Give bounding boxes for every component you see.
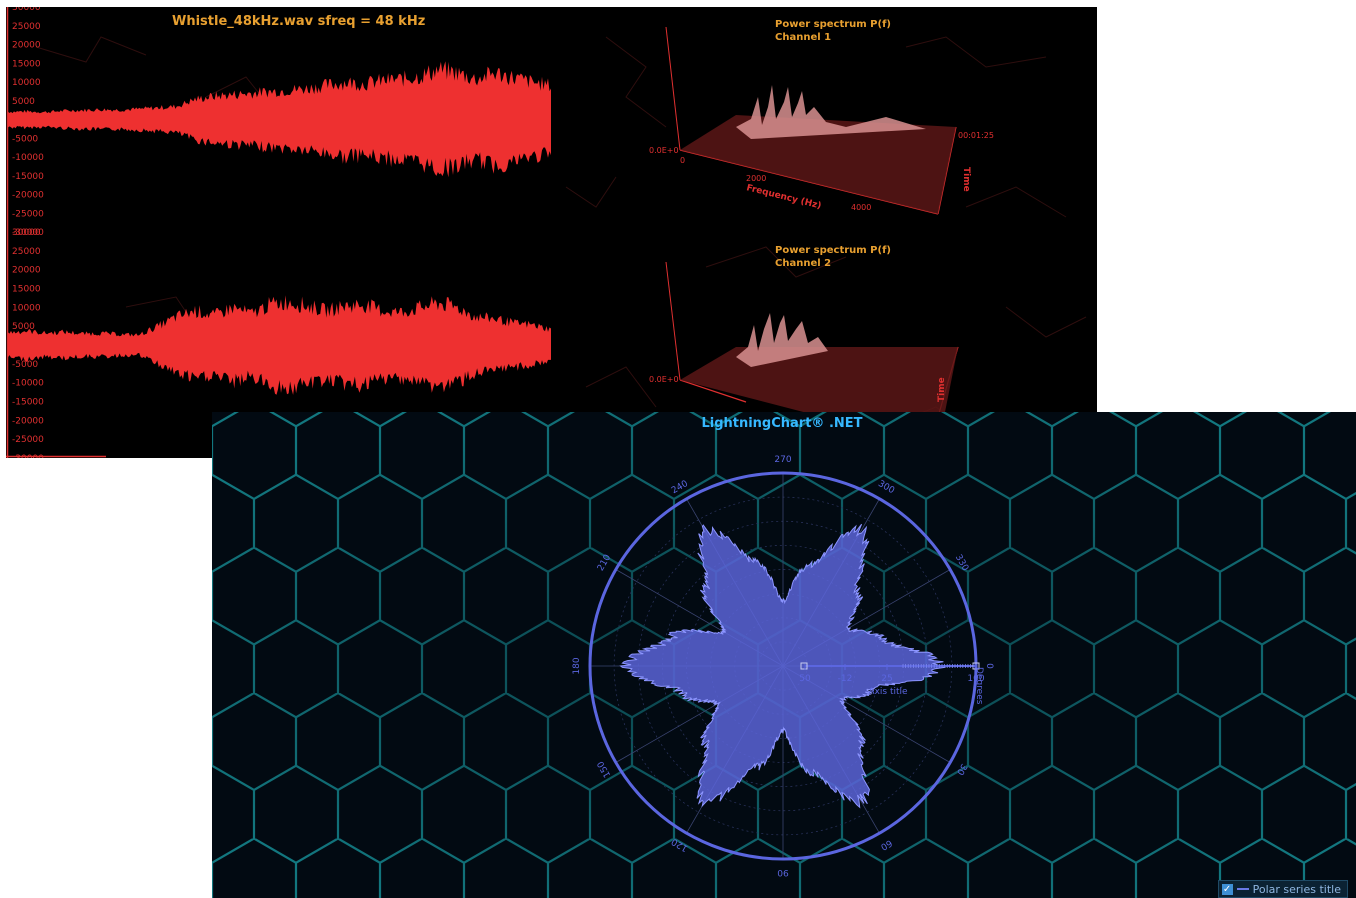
polar-amplitude-tick: 25 (881, 674, 892, 684)
waveform-y-tick: -10000 (12, 153, 44, 163)
polar-angle-label: 0 (984, 663, 994, 669)
spectrum1-x-tick-0: 0 (680, 156, 685, 165)
spectrum1-x-tick-2000: 2000 (746, 174, 766, 183)
waveform-y-tick: 5000 (12, 97, 35, 107)
polar-series-area (619, 523, 947, 809)
spectrum1-floor (680, 115, 956, 214)
channel1-y-ticks: 300002500020000150001000050000-5000-1000… (12, 7, 44, 238)
waveform-y-tick: 30000 (12, 7, 41, 13)
spectrum1-title-line1: Power spectrum P(f) (775, 19, 891, 30)
spectrum1-z-label: Time (961, 167, 971, 192)
polar-chart-title: LightningChart® .NET (701, 416, 862, 431)
spectrum1-y-axis (665, 26, 681, 151)
waveform-y-tick: -15000 (12, 172, 44, 182)
channel2-waveform (8, 295, 551, 395)
spectrum2-y-axis (665, 261, 681, 381)
legend-label: Polar series title (1252, 882, 1341, 896)
waveform-y-tick: 15000 (12, 285, 41, 295)
polar-amplitude-tick: 50 (799, 674, 811, 684)
waveform-title: Whistle_48kHz.wav sfreq = 48 kHz (172, 14, 425, 29)
waveform-y-tick: -20000 (12, 191, 44, 201)
audio-chart-panel: 30000 25000 20000 15000 10000 5000 0 -5000 -1000… (6, 7, 1097, 458)
polar-chart-panel: 0 30 60 90 120 150 180 210 240 270 300 330 50 -12 25 1… (212, 412, 1356, 898)
waveform-y-tick: -15000 (12, 398, 44, 408)
waveform-y-tick: 10000 (12, 303, 41, 313)
spectrum2-z-label: Time (937, 377, 947, 402)
audio-chart-canvas: 30000 25000 20000 15000 10000 5000 0 -5000 -1000… (6, 7, 1097, 458)
polar-angle-label: 180 (572, 657, 582, 674)
polar-axis-handle-start[interactable] (800, 662, 808, 670)
waveform-y-tick: 30000 (12, 228, 41, 238)
spectrum1-y-tick: 0.0E+0 (649, 146, 679, 155)
spectrum2-x-axis (679, 379, 747, 403)
polar-amplitude-tick: -12 (838, 674, 853, 684)
spectrum1-title-line2: Channel 1 (775, 32, 831, 43)
waveform-y-tick: 5000 (12, 322, 35, 332)
waveform-y-tick: 15000 (12, 59, 41, 69)
polar-angle-label: 90 (777, 867, 789, 877)
waveform-y-tick: 20000 (12, 41, 41, 51)
waveform-y-tick: 25000 (12, 22, 41, 32)
spectrum1-x-tick-4000: 4000 (851, 203, 871, 212)
waveform-y-tick: -5000 (12, 360, 38, 370)
legend-checkbox-icon[interactable]: ✓ (1221, 883, 1233, 895)
waveform-y-tick: -20000 (12, 416, 44, 426)
polar-amplitude-axis: 50 -12 25 100 (799, 662, 985, 684)
spectrum2-title-line2: Channel 2 (775, 258, 831, 269)
waveform-y-tick: -10000 (12, 379, 44, 389)
waveform-y-tick: 10000 (12, 78, 41, 88)
waveform-y-tick: -30000 (12, 228, 44, 238)
spectrum2-peaks (736, 313, 828, 367)
waveform-y-tick: 20000 (12, 266, 41, 276)
polar-angle-label: 270 (774, 455, 791, 465)
legend-line-icon (1236, 888, 1249, 890)
waveform-y-tick: -25000 (12, 435, 44, 445)
waveform-y-tick: 25000 (12, 247, 41, 257)
polar-legend[interactable]: ✓ Polar series title (1217, 880, 1348, 898)
waveform-y-tick: -25000 (12, 209, 44, 219)
polar-amplitude-tick: 100 (967, 674, 984, 684)
spectrum1-z-tick: 00:01:25 (958, 131, 994, 140)
waveform-y-tick: -5000 (12, 134, 38, 144)
polar-amplitude-axis-title: Axis title (868, 687, 908, 697)
spectrum2-title-line1: Power spectrum P(f) (775, 245, 891, 256)
spectrum1-peaks (736, 85, 926, 139)
spectrum2-y-tick: 0.0E+0 (649, 375, 679, 384)
channel1-waveform (8, 61, 551, 178)
polar-angle-axis-title: Degrees (974, 667, 984, 705)
